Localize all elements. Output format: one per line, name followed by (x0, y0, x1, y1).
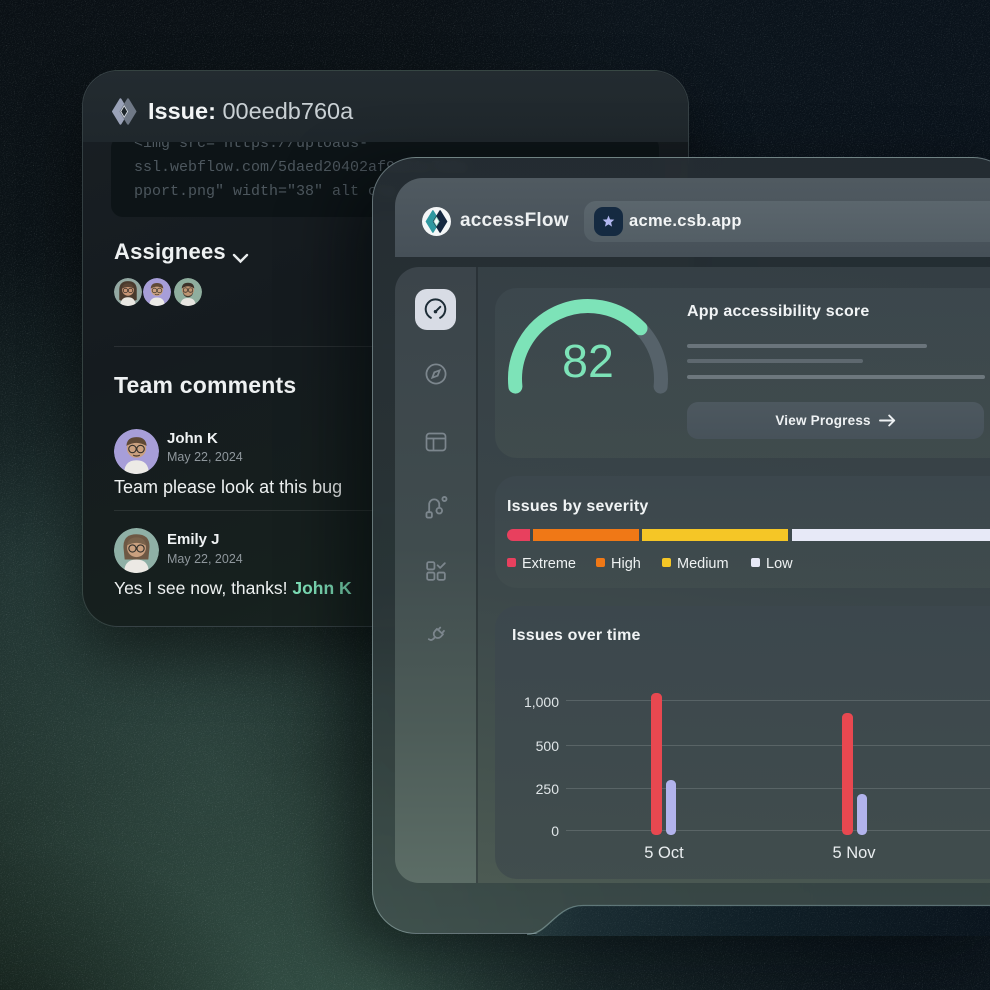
svg-text:82: 82 (562, 335, 614, 387)
